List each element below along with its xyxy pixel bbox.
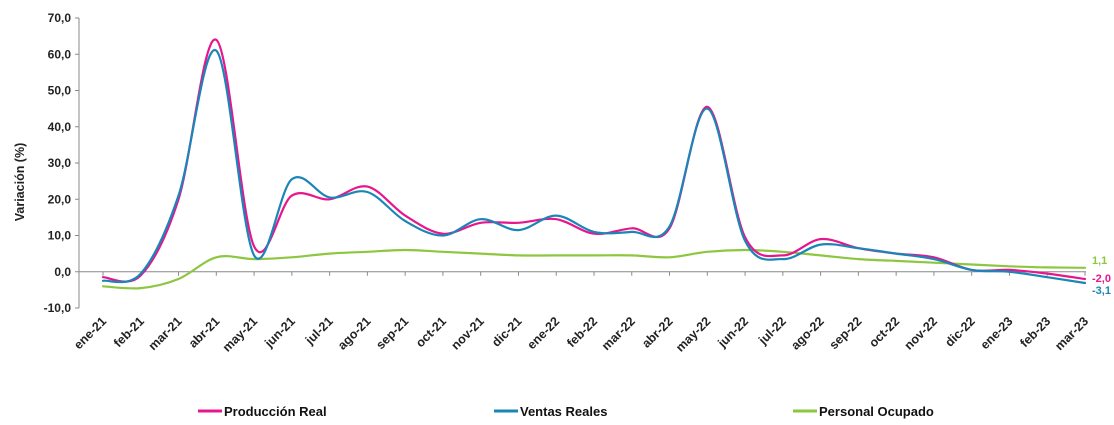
- end-value-label: 1,1: [1092, 255, 1107, 267]
- x-tick-label: feb-21: [111, 314, 147, 350]
- x-tick-label: jun-22: [715, 314, 752, 351]
- x-tick-label: jul-22: [755, 314, 789, 348]
- x-tick-label: may-22: [673, 314, 713, 354]
- legend-label-produccion-real: Producción Real: [224, 404, 327, 419]
- x-tick-label: ene-22: [524, 314, 562, 352]
- x-tick-label: ago-21: [335, 314, 373, 352]
- x-tick-label: mar-22: [599, 314, 638, 353]
- y-tick-label: 50,0: [48, 84, 72, 98]
- series-line-ventas-reales: [101, 49, 1087, 285]
- y-tick-label: 40,0: [48, 120, 72, 134]
- x-tick-label: jun-21: [261, 314, 298, 351]
- x-tick-label: sep-22: [827, 314, 865, 352]
- x-tick-label: ene-21: [71, 314, 109, 352]
- end-labels: -2,0-3,1 1,1: [1092, 255, 1111, 297]
- x-tick-label: abr-22: [639, 314, 675, 350]
- y-tick-label: 20,0: [48, 192, 72, 206]
- x-tick-label: sep-21: [373, 314, 411, 352]
- y-tick-label: 10,0: [48, 229, 72, 243]
- x-tick-label: feb-22: [564, 314, 600, 350]
- x-tick-label: ago-22: [788, 314, 826, 352]
- x-tick-label: may-21: [220, 314, 260, 354]
- x-tick-label: ene-23: [978, 314, 1016, 352]
- y-tick-label: 30,0: [48, 156, 72, 170]
- series-line-personal-ocupado: [101, 248, 1087, 290]
- x-tick-label: feb-23: [1017, 314, 1053, 350]
- series-lines: [101, 38, 1087, 290]
- y-tick-label: -10,0: [44, 301, 72, 315]
- y-axis-title: Variación (%): [13, 143, 27, 222]
- y-axis: 70,0 60,0 50,0 40,0 30,0 20,0 10,0 0,0 -10,0: [44, 11, 80, 315]
- x-tick-label: oct-22: [866, 314, 902, 350]
- x-tick-label: dic-21: [489, 314, 524, 349]
- y-tick-label: 70,0: [48, 11, 72, 25]
- y-tick-label: 0,0: [54, 265, 71, 279]
- x-tick-label: jul-21: [302, 314, 336, 348]
- end-value-label: -2,0: [1092, 273, 1111, 285]
- x-tick-label: mar-21: [146, 314, 185, 353]
- x-tick-label: mar-23: [1052, 314, 1091, 353]
- y-tick-label: 60,0: [48, 47, 72, 61]
- x-tick-label: oct-21: [413, 314, 449, 350]
- x-tick-label: nov-21: [448, 314, 486, 352]
- end-value-label: -3,1: [1092, 285, 1111, 297]
- legend-label-ventas-reales: Ventas Reales: [520, 404, 607, 419]
- x-tick-label: dic-22: [942, 314, 977, 349]
- x-tick-label: nov-22: [902, 314, 940, 352]
- x-tick-label: abr-21: [186, 314, 222, 350]
- legend: Producción Real Ventas Reales Personal Ocu…: [198, 404, 934, 419]
- legend-label-personal-ocupado: Personal Ocupado: [819, 404, 934, 419]
